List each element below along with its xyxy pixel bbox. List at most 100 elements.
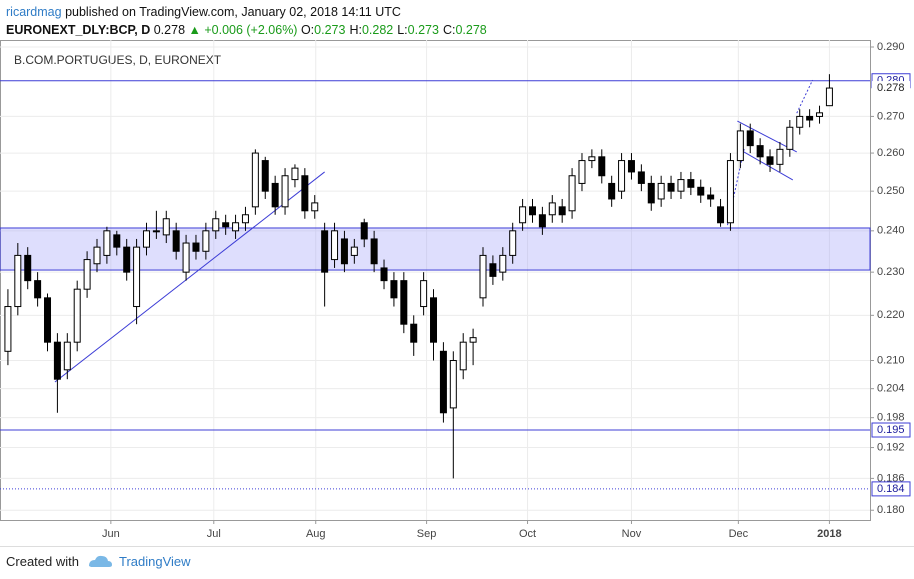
created-with: Created with (6, 553, 79, 569)
x-tick-label: Nov (622, 528, 642, 540)
level-label-box (871, 422, 911, 438)
candle-body (321, 230, 329, 273)
published: published on TradingView.com, January 02… (65, 5, 401, 19)
candle-body (608, 182, 616, 200)
candle-body (469, 337, 477, 343)
candle-body (113, 234, 121, 248)
candle-body (142, 230, 150, 248)
trendline (737, 147, 794, 181)
candle-body (519, 206, 527, 224)
candle-body (746, 130, 754, 147)
brand[interactable]: TradingView (118, 553, 191, 569)
candle-body (588, 156, 596, 162)
chart-title: B.COM.PORTUGUES, D, EURONEXT (14, 53, 222, 67)
candle-body (548, 202, 556, 216)
candle-body (627, 160, 635, 173)
logo-cloud (88, 555, 112, 567)
candle-body (766, 156, 774, 165)
candle-body (311, 202, 319, 212)
candle-body (439, 350, 447, 414)
candle-body (24, 254, 32, 282)
candle-body (677, 179, 685, 192)
candle-body (459, 341, 467, 371)
y-tick-label: 0.230 (877, 266, 905, 278)
last-price-label: 0.278 (877, 82, 905, 94)
ohlc-key: H: (349, 23, 362, 37)
author[interactable]: ricardmag (6, 5, 62, 19)
x-tick-label: Sep (417, 528, 437, 540)
candle-body (528, 206, 536, 216)
ohlc-value: 0.273 (407, 23, 439, 37)
candle-body (380, 267, 388, 282)
y-tick-label: 0.220 (877, 309, 905, 321)
candle-body (657, 182, 665, 200)
candle-body (697, 186, 705, 196)
x-tick-label: Jun (102, 528, 120, 540)
candle-body (449, 360, 457, 409)
candle-body (717, 206, 725, 224)
candle-body (736, 130, 744, 162)
candle-body (360, 222, 368, 240)
candle-body (796, 115, 804, 128)
candle-body (281, 175, 289, 208)
candle-body (350, 246, 358, 256)
candle-body (400, 280, 408, 325)
candle-body (816, 112, 824, 117)
candle-body (538, 214, 546, 228)
logo (88, 555, 112, 567)
level-label-box (871, 481, 911, 497)
y-tick-label: 0.250 (877, 185, 905, 197)
change: ▲ +0.006 (+2.06%) (188, 23, 298, 37)
x-tick-label: Jul (207, 528, 221, 540)
trendline (54, 171, 325, 383)
candle-body (489, 263, 497, 277)
y-tick-label: 0.290 (877, 41, 905, 53)
ohlc-value: 0.278 (455, 23, 487, 37)
x-tick-label: Oct (519, 528, 536, 540)
candle-body (162, 218, 170, 236)
candle-body (222, 222, 230, 228)
candle-body (123, 246, 131, 273)
x-tick-label: Dec (729, 528, 749, 540)
candle-body (331, 230, 339, 261)
candle-body (251, 152, 259, 208)
y-tick-label: 0.210 (877, 354, 905, 366)
candle-body (410, 323, 418, 343)
candle-body (647, 182, 655, 204)
y-tick-label: 0.260 (877, 147, 905, 159)
ohlc-value: 0.273 (314, 23, 346, 37)
y-tick-label: 0.204 (877, 383, 905, 395)
candle-body (261, 160, 269, 192)
candle-body (103, 230, 111, 256)
candle-body (509, 230, 517, 256)
candle-body (172, 230, 180, 252)
candle-body (83, 259, 91, 290)
candle-body (558, 206, 566, 216)
trendline (796, 79, 814, 114)
candle-body (133, 246, 141, 308)
candle-body (53, 341, 61, 380)
quote-line: EURONEXT_DLY:BCP, D 0.278 ▲ +0.006 (+2.0… (6, 21, 491, 39)
candle-body (726, 160, 734, 224)
candle-body (271, 182, 279, 208)
plot-frame (0, 40, 871, 521)
candle-body (499, 254, 507, 273)
candle-body (63, 341, 71, 371)
candle-body (667, 182, 675, 192)
level-label: 0.195 (877, 424, 905, 436)
symbol: EURONEXT_DLY:BCP, D (6, 23, 151, 37)
x-tick-label: 2018 (817, 528, 841, 540)
candle-body (756, 145, 764, 158)
candle-body (479, 254, 487, 299)
header: ricardmag published on TradingView.com, … (6, 3, 491, 39)
candle-body (390, 280, 398, 299)
candle-body (578, 160, 586, 184)
candle-body (192, 242, 200, 252)
candle-body (707, 194, 715, 200)
publish-line: ricardmag published on TradingView.com, … (6, 3, 491, 21)
candle-body (806, 115, 814, 121)
candle-body (93, 246, 101, 265)
candle-body (687, 179, 695, 188)
footer: Created with TradingView (6, 553, 191, 569)
